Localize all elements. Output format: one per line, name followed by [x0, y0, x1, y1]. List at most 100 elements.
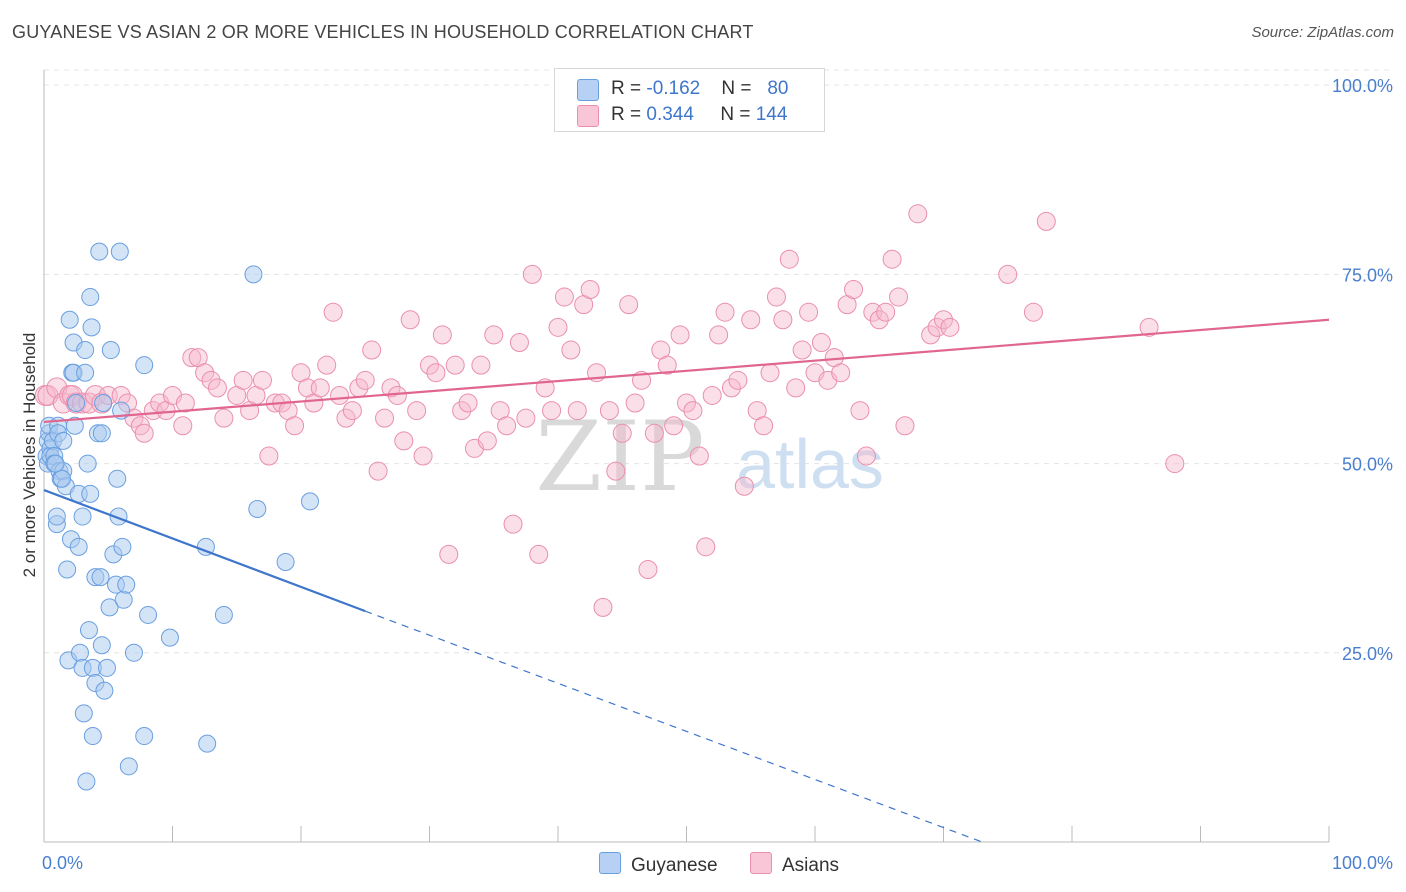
- asians-point: [567, 401, 587, 421]
- asians-point: [728, 370, 748, 390]
- y-tick-label: 50.0%: [1342, 455, 1393, 475]
- guyanese-point: [108, 469, 127, 488]
- guyanese-point: [52, 469, 71, 488]
- asians-point: [1139, 317, 1159, 337]
- guyanese-point: [54, 431, 73, 450]
- guyanese-point: [248, 499, 267, 518]
- legend-r-value: -0.162: [646, 78, 701, 99]
- asians-point: [1165, 454, 1185, 474]
- chart-title: GUYANESE VS ASIAN 2 OR MORE VEHICLES IN …: [12, 22, 754, 42]
- asians-point: [689, 446, 709, 466]
- asians-point: [779, 249, 799, 269]
- asians-point: [458, 393, 478, 413]
- asians-point: [317, 355, 337, 375]
- asians-point: [497, 416, 517, 436]
- asians-point: [420, 355, 439, 375]
- asians-point: [619, 295, 639, 315]
- asians-point: [432, 325, 452, 345]
- asians-point: [452, 401, 472, 421]
- asians-point: [173, 416, 193, 436]
- asians-point: [612, 423, 632, 443]
- asians-point: [336, 408, 356, 428]
- asians-point: [375, 408, 395, 428]
- asians-point: [593, 597, 613, 617]
- watermark-zip: ZIP: [535, 401, 704, 513]
- bottom-legend-asians: Asians: [750, 852, 839, 877]
- asians-point: [484, 325, 504, 345]
- guyanese-point: [77, 772, 96, 791]
- asians-point: [580, 279, 600, 299]
- x-tick-label-min: 0.0%: [42, 853, 83, 873]
- asians-point: [362, 340, 382, 360]
- guyanese-point: [47, 507, 66, 526]
- guyanese-point: [300, 492, 319, 511]
- asians-point: [175, 393, 195, 413]
- asians-point: [754, 416, 774, 436]
- guyanese-point: [114, 590, 133, 609]
- asians-point: [709, 325, 729, 345]
- asians-point: [677, 393, 696, 413]
- asians-point: [934, 310, 953, 330]
- asians-point: [37, 384, 59, 406]
- asians-point: [702, 385, 722, 405]
- legend-n-value: 144: [755, 104, 788, 125]
- watermark-atlas: atlas: [736, 425, 884, 503]
- guyanese-point: [124, 643, 143, 662]
- guyanese-trend-line: [43, 489, 366, 613]
- guyanese-point: [113, 537, 132, 556]
- asians-point: [201, 370, 221, 390]
- asians-point: [908, 204, 928, 224]
- correlation-legend: R = -0.162 N = 80 R = 0.344 N = 144: [554, 68, 825, 132]
- legend-n-label: N =: [721, 78, 757, 99]
- asians-point: [638, 560, 658, 580]
- asians-point: [387, 385, 407, 405]
- guyanese-point: [91, 568, 110, 587]
- trend-lines: [43, 318, 1330, 843]
- asians-point: [323, 302, 343, 322]
- asians-point: [330, 385, 350, 405]
- guyanese-point: [101, 341, 120, 360]
- guyanese-point: [76, 363, 95, 382]
- guyanese-point: [82, 318, 101, 337]
- asians-point: [792, 340, 812, 360]
- asians-point: [561, 340, 581, 360]
- asians-point: [844, 279, 864, 299]
- bottom-legend-guyanese: Guyanese: [599, 852, 718, 877]
- asians-point: [439, 544, 459, 564]
- guyanese-point: [70, 643, 89, 662]
- guyanese-point: [95, 681, 114, 700]
- asians-point: [876, 302, 896, 322]
- asians-point: [734, 476, 754, 496]
- guyanese-swatch: [599, 852, 621, 874]
- guyanese-point: [276, 552, 295, 571]
- asians-point: [657, 355, 677, 375]
- asians-point: [477, 431, 497, 451]
- asians-point: [310, 378, 330, 398]
- asians-point: [195, 363, 215, 383]
- asians-point: [715, 302, 735, 322]
- asians-point: [1023, 302, 1043, 322]
- guyanese-point: [110, 242, 129, 261]
- tick-labels: 25.0% 50.0% 75.0% 100.0% 0.0% 100.0%: [42, 76, 1393, 873]
- asians-label: Asians: [782, 855, 840, 876]
- guyanese-point: [244, 265, 263, 284]
- asians-point: [445, 355, 465, 375]
- asians-point: [664, 416, 684, 436]
- asians-point: [644, 423, 664, 443]
- guyanese-point: [69, 537, 88, 556]
- legend-n-value: 80: [767, 78, 789, 99]
- asians-point: [522, 264, 542, 284]
- guyanese-point: [214, 605, 233, 624]
- guyanese-point: [79, 621, 98, 640]
- asians-point: [542, 401, 562, 421]
- y-tick-label: 75.0%: [1342, 265, 1393, 285]
- guyanese-point: [135, 356, 154, 375]
- guyanese-point: [73, 507, 92, 526]
- guyanese-point: [76, 341, 95, 360]
- asians-point: [368, 461, 388, 481]
- asians-point: [1036, 211, 1056, 231]
- asians-point: [252, 370, 272, 390]
- asians-point: [895, 416, 915, 436]
- asians-point: [259, 446, 279, 466]
- asians-point: [856, 446, 876, 466]
